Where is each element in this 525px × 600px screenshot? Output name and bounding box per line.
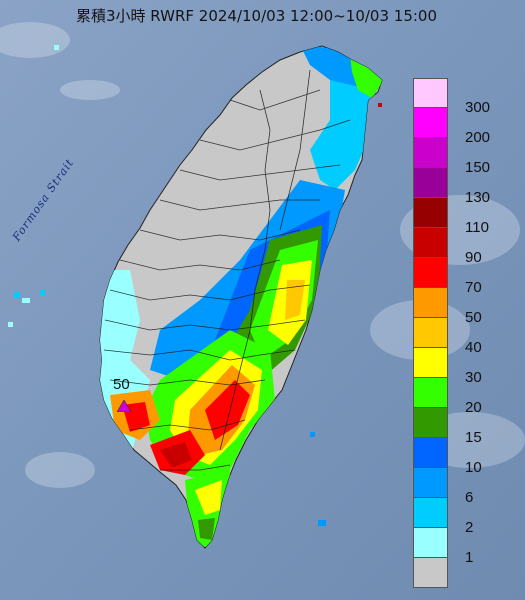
legend-row: 30 — [413, 348, 513, 386]
legend-row: 20 — [413, 378, 513, 416]
legend-swatch — [413, 198, 448, 228]
legend-label: 130 — [465, 189, 491, 206]
legend-label: 200 — [465, 129, 491, 146]
legend-swatch — [413, 498, 448, 528]
legend-label: 300 — [465, 99, 491, 116]
sea-rain-cells — [8, 45, 382, 526]
legend-label: 2 — [465, 519, 474, 536]
legend-swatch — [413, 288, 448, 318]
legend-row: 70 — [413, 258, 513, 296]
legend-label: 6 — [465, 489, 474, 506]
legend-swatch — [413, 348, 448, 378]
rainfall-legend: 300 200 150 130 110 90 70 50 40 30 20 15 10 6 2 1 — [413, 78, 513, 588]
legend-row: 130 — [413, 168, 513, 206]
legend-swatch — [413, 78, 448, 108]
legend-row: 50 — [413, 288, 513, 326]
legend-row: 40 — [413, 318, 513, 356]
legend-label: 20 — [465, 399, 482, 416]
legend-row: 300 — [413, 78, 513, 116]
legend-swatch — [413, 138, 448, 168]
legend-label: 70 — [465, 279, 482, 296]
legend-row: 200 — [413, 108, 513, 146]
marker-label: 50 — [113, 376, 130, 393]
legend-label: 15 — [465, 429, 482, 446]
map-title: 累積3小時 RWRF 2024/10/03 12:00~10/03 15:00 — [76, 7, 438, 25]
legend-label: 30 — [465, 369, 482, 386]
legend-swatch — [413, 528, 448, 558]
legend-label: 50 — [465, 309, 482, 326]
legend-swatch — [413, 468, 448, 498]
legend-swatch — [413, 228, 448, 258]
legend-row: 2 — [413, 498, 513, 536]
legend-swatch — [413, 438, 448, 468]
legend-label: 40 — [465, 339, 482, 356]
legend-row: 110 — [413, 198, 513, 236]
legend-row: 150 — [413, 138, 513, 176]
boundary-lines — [103, 69, 351, 471]
legend-row: 1 — [413, 528, 513, 566]
legend-label: 150 — [465, 159, 491, 176]
legend-row — [413, 558, 513, 588]
legend-label: 110 — [465, 219, 489, 236]
legend-row: 10 — [413, 438, 513, 476]
legend-row: 90 — [413, 228, 513, 266]
legend-row: 6 — [413, 468, 513, 506]
legend-swatch — [413, 318, 448, 348]
legend-label: 1 — [465, 549, 474, 566]
legend-swatch — [413, 558, 448, 588]
legend-row: 15 — [413, 408, 513, 446]
legend-swatch — [413, 378, 448, 408]
legend-swatch — [413, 408, 448, 438]
legend-swatch — [413, 168, 448, 198]
legend-label: 10 — [465, 459, 482, 476]
max-rain-marker-icon — [117, 400, 131, 412]
legend-label: 90 — [465, 249, 482, 266]
legend-swatch — [413, 258, 448, 288]
legend-swatch — [413, 108, 448, 138]
